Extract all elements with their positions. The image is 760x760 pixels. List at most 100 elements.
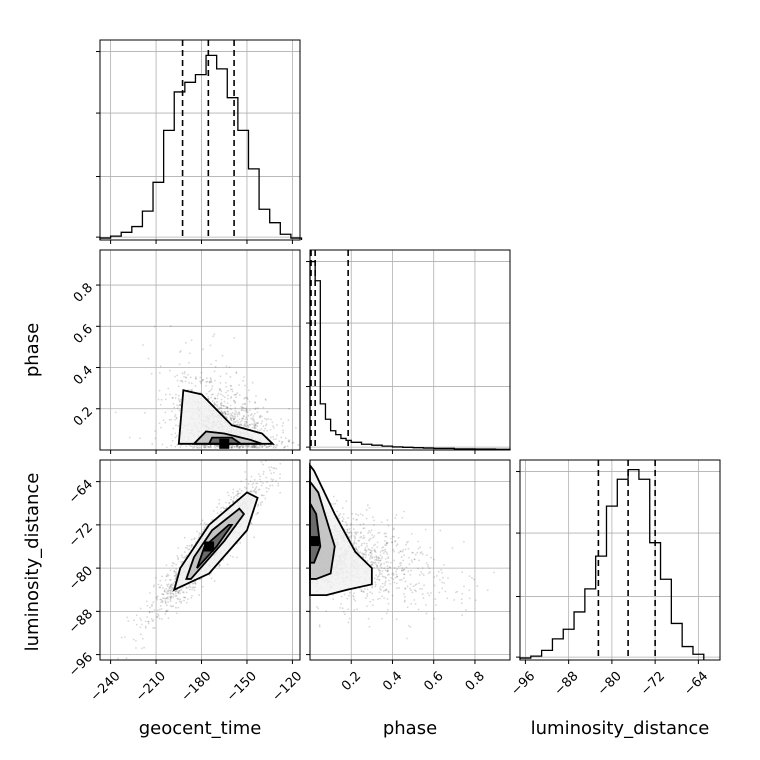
sample-point (188, 352, 191, 355)
sample-point (256, 429, 259, 432)
sample-point (230, 446, 232, 448)
sample-point (429, 571, 432, 573)
sample-point (355, 513, 357, 515)
sample-point (178, 363, 181, 366)
sample-point (394, 517, 397, 519)
sample-point (253, 427, 256, 429)
sample-point (185, 341, 187, 344)
sample-point (394, 576, 397, 579)
sample-point (340, 595, 343, 598)
sample-point (183, 375, 185, 378)
sample-point (209, 380, 212, 383)
sample-point (404, 587, 407, 590)
sample-point (160, 584, 163, 587)
sample-point (280, 418, 282, 420)
sample-point (347, 516, 349, 519)
sample-point (270, 466, 273, 469)
sample-point (384, 577, 387, 579)
sample-point (227, 413, 230, 415)
sample-point (424, 528, 427, 531)
sample-point (417, 567, 419, 570)
sample-point (144, 627, 147, 629)
sample-point (387, 561, 389, 563)
sample-point (169, 589, 172, 592)
sample-point (403, 600, 406, 603)
sample-point (273, 427, 275, 429)
sample-point (226, 406, 229, 409)
sample-point (235, 420, 237, 423)
sample-point (233, 417, 235, 420)
sample-point (407, 570, 410, 573)
sample-point (404, 595, 406, 598)
sample-point (175, 393, 177, 396)
sample-point (229, 404, 232, 407)
sample-point (360, 535, 363, 538)
sample-point (203, 526, 206, 529)
sample-point (225, 385, 228, 388)
sample-point (194, 582, 197, 585)
sample-point (169, 569, 172, 572)
sample-point (126, 616, 129, 619)
sample-point (151, 442, 154, 445)
sample-point (444, 590, 447, 593)
sample-point (386, 542, 388, 545)
sample-point (253, 536, 256, 539)
y-tick-label-phase: 0.2 (71, 404, 96, 429)
sample-point (227, 410, 229, 413)
sample-point (188, 583, 191, 586)
sample-point (360, 588, 363, 591)
sample-point (429, 546, 432, 549)
sample-point (353, 535, 356, 537)
sample-point (236, 445, 239, 448)
sample-point (391, 594, 394, 597)
sample-point (338, 517, 341, 520)
sample-point (385, 588, 388, 591)
sample-point (377, 532, 380, 535)
sample-point (224, 501, 227, 504)
sample-point (145, 600, 148, 603)
sample-point (252, 490, 255, 493)
sample-point (403, 577, 405, 580)
sample-point (209, 444, 212, 447)
sample-point (143, 646, 146, 649)
sample-point (249, 490, 252, 493)
sample-point (358, 539, 361, 542)
sample-point (387, 556, 390, 558)
sample-point (443, 564, 446, 566)
sample-point (419, 546, 422, 549)
sample-point (202, 348, 205, 351)
sample-point (120, 636, 123, 639)
sample-point (258, 429, 261, 432)
sample-point (196, 444, 199, 447)
sample-point (357, 551, 360, 554)
sample-point (159, 579, 162, 582)
sample-point (161, 593, 163, 595)
sample-point (363, 542, 366, 545)
sample-point (178, 590, 181, 592)
sample-point (410, 589, 412, 591)
sample-point (212, 335, 215, 338)
sample-point (176, 379, 179, 382)
x-tick-label-phase: 0.6 (421, 669, 446, 694)
sample-point (139, 437, 142, 440)
sample-point (165, 597, 168, 599)
sample-point (170, 444, 173, 447)
sample-point (175, 594, 178, 597)
sample-point (159, 365, 162, 368)
sample-point (374, 551, 377, 554)
sample-point (274, 446, 277, 448)
sample-point (402, 568, 405, 571)
sample-point (380, 588, 382, 591)
sample-point (382, 549, 385, 552)
sample-point (252, 444, 255, 447)
sample-point (241, 417, 244, 420)
sample-point (406, 637, 408, 640)
sample-point (242, 409, 245, 412)
sample-point (164, 590, 166, 593)
sample-point (177, 547, 180, 549)
sample-point (174, 571, 177, 574)
sample-point (218, 499, 221, 501)
sample-point (180, 560, 182, 563)
sample-point (166, 585, 169, 588)
sample-point (224, 507, 227, 510)
